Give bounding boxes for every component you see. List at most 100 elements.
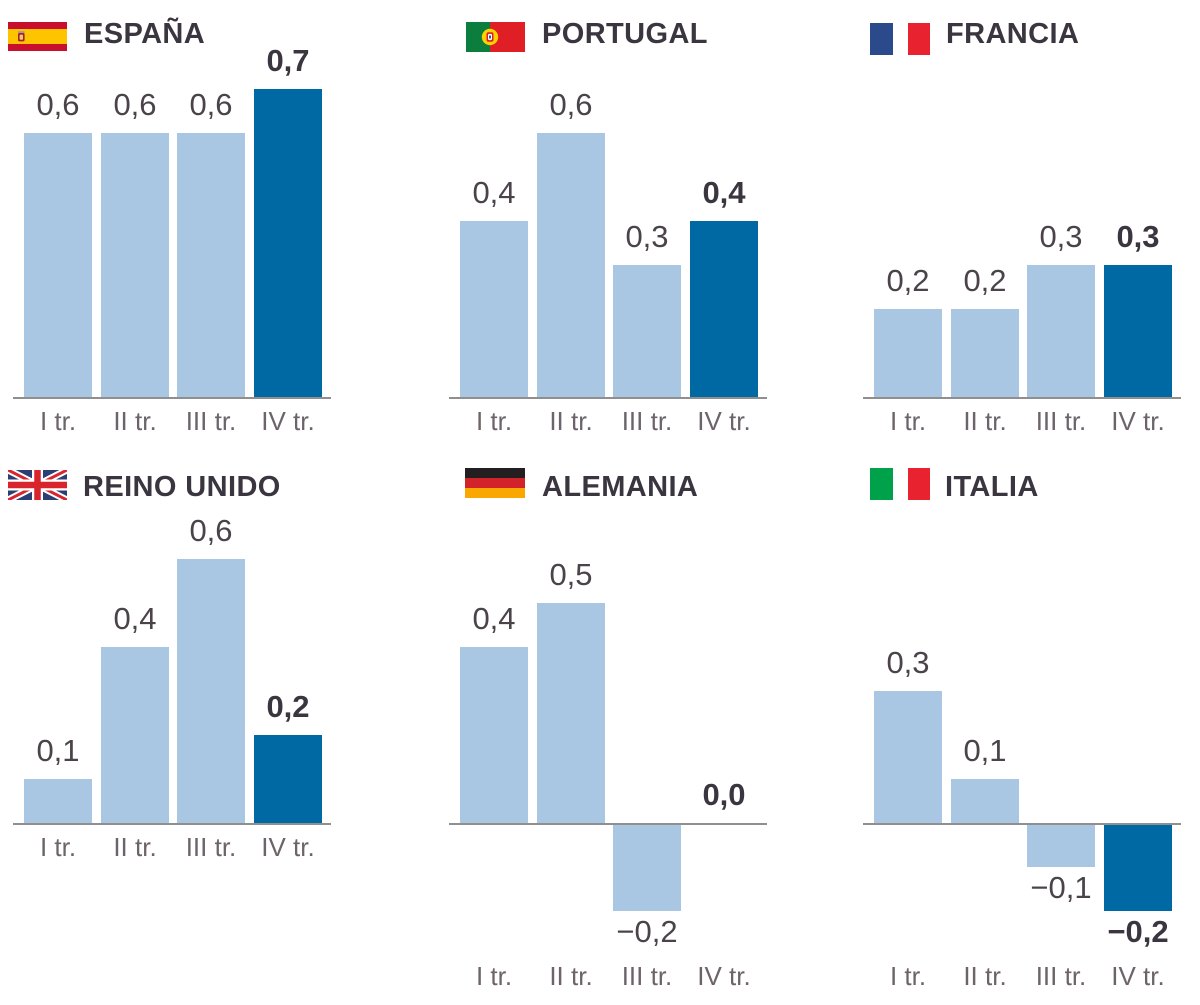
- bar-Itr: [24, 133, 92, 397]
- bar-Itr: [874, 309, 942, 397]
- chart-portugal: PORTUGAL 0,4 I tr. 0,6 II tr. 0,3 III tr. 0,4 I…: [420, 0, 840, 450]
- value-label: 0,2: [886, 263, 930, 298]
- bar-IItr: [951, 309, 1019, 397]
- tick-label: I tr.: [39, 406, 77, 436]
- chart-title: ITALIA: [945, 471, 1039, 503]
- x-axis-line: [13, 823, 331, 825]
- x-axis-line: [449, 823, 767, 825]
- bar-IVtr: [690, 221, 758, 397]
- tick-label: IV tr.: [1111, 406, 1165, 436]
- france-flag-icon: [870, 23, 930, 55]
- chart-alemania: ALEMANIA 0,4 I tr. 0,5 II tr. −0,2 III tr. 0,0…: [420, 450, 840, 1005]
- tick-label: III tr.: [621, 406, 673, 436]
- tick-label: II tr.: [549, 406, 593, 436]
- bar-IVtr: [254, 89, 322, 397]
- tick-label: III tr.: [185, 406, 237, 436]
- bar-IItr: [951, 779, 1019, 823]
- value-label: −0,2: [616, 914, 678, 949]
- plot-area-italia: 0,3 I tr. 0,1 II tr. −0,1 III tr. −0,2 IV tr.: [840, 450, 1200, 1005]
- bar-IIItr: [613, 825, 681, 911]
- italy-flag-icon: [870, 468, 930, 500]
- tick-label: IV tr.: [1111, 961, 1165, 991]
- tick-label: I tr.: [889, 406, 927, 436]
- x-axis-line: [13, 397, 331, 399]
- tick-label: I tr.: [475, 406, 513, 436]
- tick-label: IV tr.: [261, 406, 315, 436]
- value-label: 0,6: [189, 87, 233, 122]
- bar-IIItr: [1027, 825, 1095, 867]
- value-label: 0,4: [113, 601, 157, 636]
- value-label: 0,6: [113, 87, 157, 122]
- value-label: 0,4: [702, 175, 746, 210]
- chart-title: REINO UNIDO: [83, 471, 281, 503]
- x-axis-line: [863, 823, 1181, 825]
- value-label: 0,3: [1116, 219, 1160, 254]
- x-axis-line: [863, 397, 1181, 399]
- tick-label: I tr.: [889, 961, 927, 991]
- value-label: 0,5: [549, 557, 593, 592]
- plot-area-reino-unido: 0,1 I tr. 0,4 II tr. 0,6 III tr. 0,2 IV tr.: [0, 450, 420, 1005]
- tick-label: III tr.: [1035, 961, 1087, 991]
- value-label: 0,3: [1039, 219, 1083, 254]
- tick-label: II tr.: [963, 961, 1007, 991]
- chart-title: PORTUGAL: [542, 18, 708, 50]
- bar-Itr: [460, 221, 528, 397]
- bar-IVtr: [1104, 265, 1172, 397]
- bar-IVtr: [1104, 825, 1172, 911]
- value-label: 0,7: [266, 43, 310, 78]
- value-label: 0,6: [549, 87, 593, 122]
- spain-flag-icon: [8, 22, 67, 51]
- tick-label: I tr.: [39, 832, 77, 862]
- bar-IItr: [537, 133, 605, 397]
- bar-IItr: [101, 133, 169, 397]
- value-label: −0,1: [1030, 870, 1092, 905]
- tick-label: II tr.: [113, 832, 157, 862]
- tick-label: IV tr.: [697, 961, 751, 991]
- tick-label: III tr.: [1035, 406, 1087, 436]
- chart-espana: ESPAÑA 0,6 I tr. 0,6 II tr. 0,6 III tr. 0,7 IV …: [0, 0, 420, 450]
- bar-IIItr: [177, 559, 245, 823]
- tick-label: II tr.: [963, 406, 1007, 436]
- value-label: 0,3: [886, 645, 930, 680]
- bar-Itr: [24, 779, 92, 823]
- chart-title: FRANCIA: [946, 18, 1080, 50]
- value-label: 0,4: [472, 175, 516, 210]
- value-label: 0,1: [963, 733, 1007, 768]
- bar-IVtr: [254, 735, 322, 823]
- bar-Itr: [874, 691, 942, 823]
- value-label: 0,6: [189, 513, 233, 548]
- value-label: 0,4: [472, 601, 516, 636]
- chart-title: ESPAÑA: [84, 18, 206, 50]
- tick-label: IV tr.: [261, 832, 315, 862]
- tick-label: III tr.: [621, 961, 673, 991]
- value-label: −0,2: [1107, 914, 1169, 949]
- chart-reino-unido: REINO UNIDO 0,1 I tr. 0,4 II tr. 0,6 III tr. 0…: [0, 450, 420, 1005]
- value-label: 0,6: [36, 87, 80, 122]
- bar-IIItr: [177, 133, 245, 397]
- value-label: 0,3: [625, 219, 669, 254]
- x-axis-line: [449, 397, 767, 399]
- value-label: 0,2: [266, 689, 310, 724]
- chart-francia: FRANCIA 0,2 I tr. 0,2 II tr. 0,3 III tr. 0,3 IV…: [840, 0, 1200, 450]
- bar-IIItr: [1027, 265, 1095, 397]
- bar-Itr: [460, 647, 528, 823]
- tick-label: IV tr.: [697, 406, 751, 436]
- bar-IItr: [101, 647, 169, 823]
- plot-area-portugal: 0,4 I tr. 0,6 II tr. 0,3 III tr. 0,4 IV tr.: [420, 0, 840, 450]
- tick-label: III tr.: [185, 832, 237, 862]
- bar-IItr: [537, 603, 605, 823]
- value-label: 0,0: [702, 777, 746, 812]
- portugal-flag-icon: [466, 22, 525, 52]
- uk-flag-icon: [6, 466, 69, 504]
- plot-area-francia: 0,2 I tr. 0,2 II tr. 0,3 III tr. 0,3 IV tr.: [840, 0, 1200, 450]
- plot-area-espana: 0,6 I tr. 0,6 II tr. 0,6 III tr. 0,7 IV tr.: [0, 0, 420, 450]
- plot-area-alemania: 0,4 I tr. 0,5 II tr. −0,2 III tr. 0,0 IV tr.: [420, 450, 840, 1005]
- tick-label: I tr.: [475, 961, 513, 991]
- tick-label: II tr.: [549, 961, 593, 991]
- tick-label: II tr.: [113, 406, 157, 436]
- germany-flag-icon: [465, 468, 525, 498]
- chart-title: ALEMANIA: [542, 471, 699, 503]
- value-label: 0,2: [963, 263, 1007, 298]
- chart-italia: ITALIA 0,3 I tr. 0,1 II tr. −0,1 III tr. −0,2 I…: [840, 450, 1200, 1005]
